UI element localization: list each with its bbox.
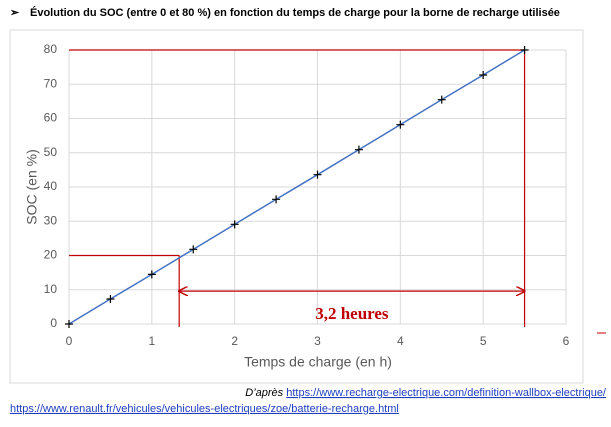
source-prefix: D’après (245, 387, 283, 399)
y-axis-label: SOC (en %) (24, 149, 40, 224)
y-tick-label: 10 (44, 282, 58, 296)
y-tick-label: 0 (50, 316, 57, 330)
point-marker (354, 145, 363, 154)
point-marker (65, 320, 73, 328)
x-tick-label: 5 (480, 334, 487, 348)
x-tick-label: 1 (148, 334, 155, 348)
x-axis-label: Temps de charge (en h) (244, 354, 392, 370)
source-line: D’après https://www.recharge-electrique.… (245, 387, 607, 399)
point-marker (313, 170, 322, 179)
x-tick-label: 2 (231, 334, 238, 348)
x-tick-label: 3 (314, 334, 321, 348)
point-marker (147, 270, 156, 279)
source-link[interactable]: https://www.renault.fr/vehicules/vehicul… (10, 403, 399, 415)
chart-title: Évolution du SOC (entre 0 et 80 %) en fo… (30, 6, 560, 19)
x-tick-label: 6 (563, 334, 570, 348)
x-tick-label: 0 (66, 334, 73, 348)
point-marker (230, 220, 239, 229)
y-tick-label: 50 (44, 145, 58, 159)
point-marker (520, 46, 529, 54)
series-line (68, 49, 525, 325)
point-marker (396, 120, 405, 129)
point-marker (479, 71, 488, 80)
source-link[interactable]: https://www.recharge-electrique.com/defi… (286, 387, 607, 399)
point-marker (272, 195, 281, 204)
y-tick-label: 60 (44, 111, 58, 125)
y-tick-label: 40 (44, 179, 58, 193)
y-tick-label: 80 (44, 42, 58, 56)
y-tick-label: 20 (44, 248, 58, 262)
bullet: ➢ (10, 7, 20, 19)
annotation-label: 3,2 heures (315, 304, 389, 323)
chart-frame (9, 29, 584, 384)
x-tick-label: 4 (397, 334, 404, 348)
point-marker (106, 294, 115, 303)
y-tick-label: 30 (44, 213, 58, 227)
y-tick-label: 70 (44, 76, 58, 90)
point-marker (437, 95, 446, 104)
point-marker (189, 245, 198, 254)
